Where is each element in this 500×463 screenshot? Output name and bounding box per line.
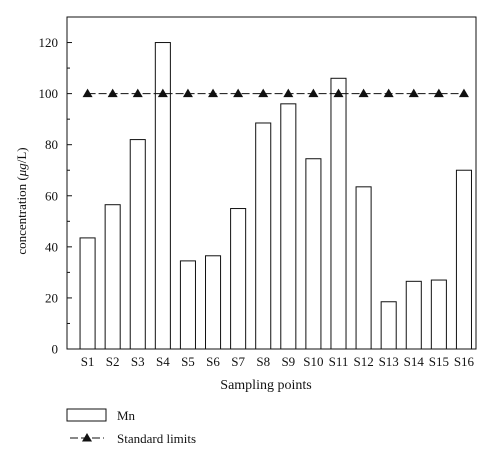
x-tick-label: S15: [429, 354, 449, 369]
standard-limit-marker: [182, 88, 193, 98]
y-tick-label: 0: [52, 342, 59, 357]
x-tick-label: S13: [379, 354, 399, 369]
standard-limit-marker: [233, 88, 244, 98]
bar: [154, 42, 171, 350]
x-axis: S1 S2 S3 S4 S5 S6 S7 S8 S9 S10 S11 S12 S13 S14 S15 S16: [81, 344, 475, 369]
legend-marker-triangle: [82, 433, 92, 442]
x-tick-label: S4: [156, 354, 170, 369]
y-tick-label: 120: [39, 35, 59, 50]
bar: [129, 139, 146, 350]
bar: [79, 237, 96, 350]
bar: [380, 301, 397, 350]
y-tick-label: 60: [45, 188, 58, 203]
legend-swatch-mn: [66, 408, 107, 422]
standard-limit-marker: [308, 88, 319, 98]
bar: [430, 279, 447, 350]
legend-label-standard-limits: Standard limits: [117, 431, 196, 446]
x-tick-label: S14: [404, 354, 425, 369]
x-tick-label: S16: [454, 354, 475, 369]
x-tick-label: S12: [353, 354, 373, 369]
line-series-standard-limits: [82, 88, 469, 98]
y-tick-label: 40: [45, 239, 58, 254]
bar: [104, 204, 121, 350]
bar: [205, 255, 222, 350]
x-tick-label: S5: [181, 354, 195, 369]
standard-limit-marker: [333, 88, 344, 98]
bar-series-mn: [79, 42, 472, 350]
legend-label-mn: Mn: [117, 408, 136, 423]
standard-limit-marker: [107, 88, 118, 98]
y-axis-label: concentration (μg/L): [14, 147, 29, 254]
standard-limit-marker: [157, 88, 168, 98]
standard-limit-marker: [82, 88, 93, 98]
bar: [255, 122, 272, 350]
legend: Mn Standard limits: [66, 408, 196, 446]
bar: [405, 280, 422, 350]
standard-limit-marker: [132, 88, 143, 98]
standard-limit-marker: [408, 88, 419, 98]
y-axis: 0 20 40 60 80 100 120: [39, 35, 72, 357]
standard-limit-marker: [283, 88, 294, 98]
x-tick-label: S1: [81, 354, 95, 369]
x-axis-label: Sampling points: [220, 378, 311, 393]
bar: [355, 186, 372, 350]
bar: [280, 103, 297, 350]
standard-limit-marker: [358, 88, 369, 98]
standard-limit-marker: [208, 88, 219, 98]
y-axis-label-prefix: concentration (: [14, 176, 29, 254]
x-tick-label: S9: [281, 354, 295, 369]
x-tick-label: S8: [256, 354, 270, 369]
y-axis-label-unit: μg: [14, 163, 29, 178]
bar: [455, 169, 472, 350]
standard-limit-marker: [383, 88, 394, 98]
y-tick-label: 80: [45, 137, 58, 152]
x-tick-label: S11: [329, 354, 349, 369]
bar: [230, 208, 247, 350]
bar: [305, 158, 322, 350]
x-tick-label: S10: [303, 354, 323, 369]
x-tick-label: S2: [106, 354, 120, 369]
standard-limit-marker: [258, 88, 269, 98]
standard-limit-marker: [433, 88, 444, 98]
y-tick-label: 20: [45, 290, 58, 305]
y-tick-label: 100: [39, 86, 59, 101]
plot-area: [66, 16, 477, 350]
x-tick-label: S3: [131, 354, 145, 369]
y-axis-label-suffix: /L): [14, 147, 29, 163]
standard-limit-marker: [458, 88, 469, 98]
x-tick-label: S7: [231, 354, 245, 369]
bar: [330, 77, 347, 350]
bar: [179, 260, 196, 350]
x-tick-label: S6: [206, 354, 220, 369]
plot-frame: [66, 16, 477, 350]
